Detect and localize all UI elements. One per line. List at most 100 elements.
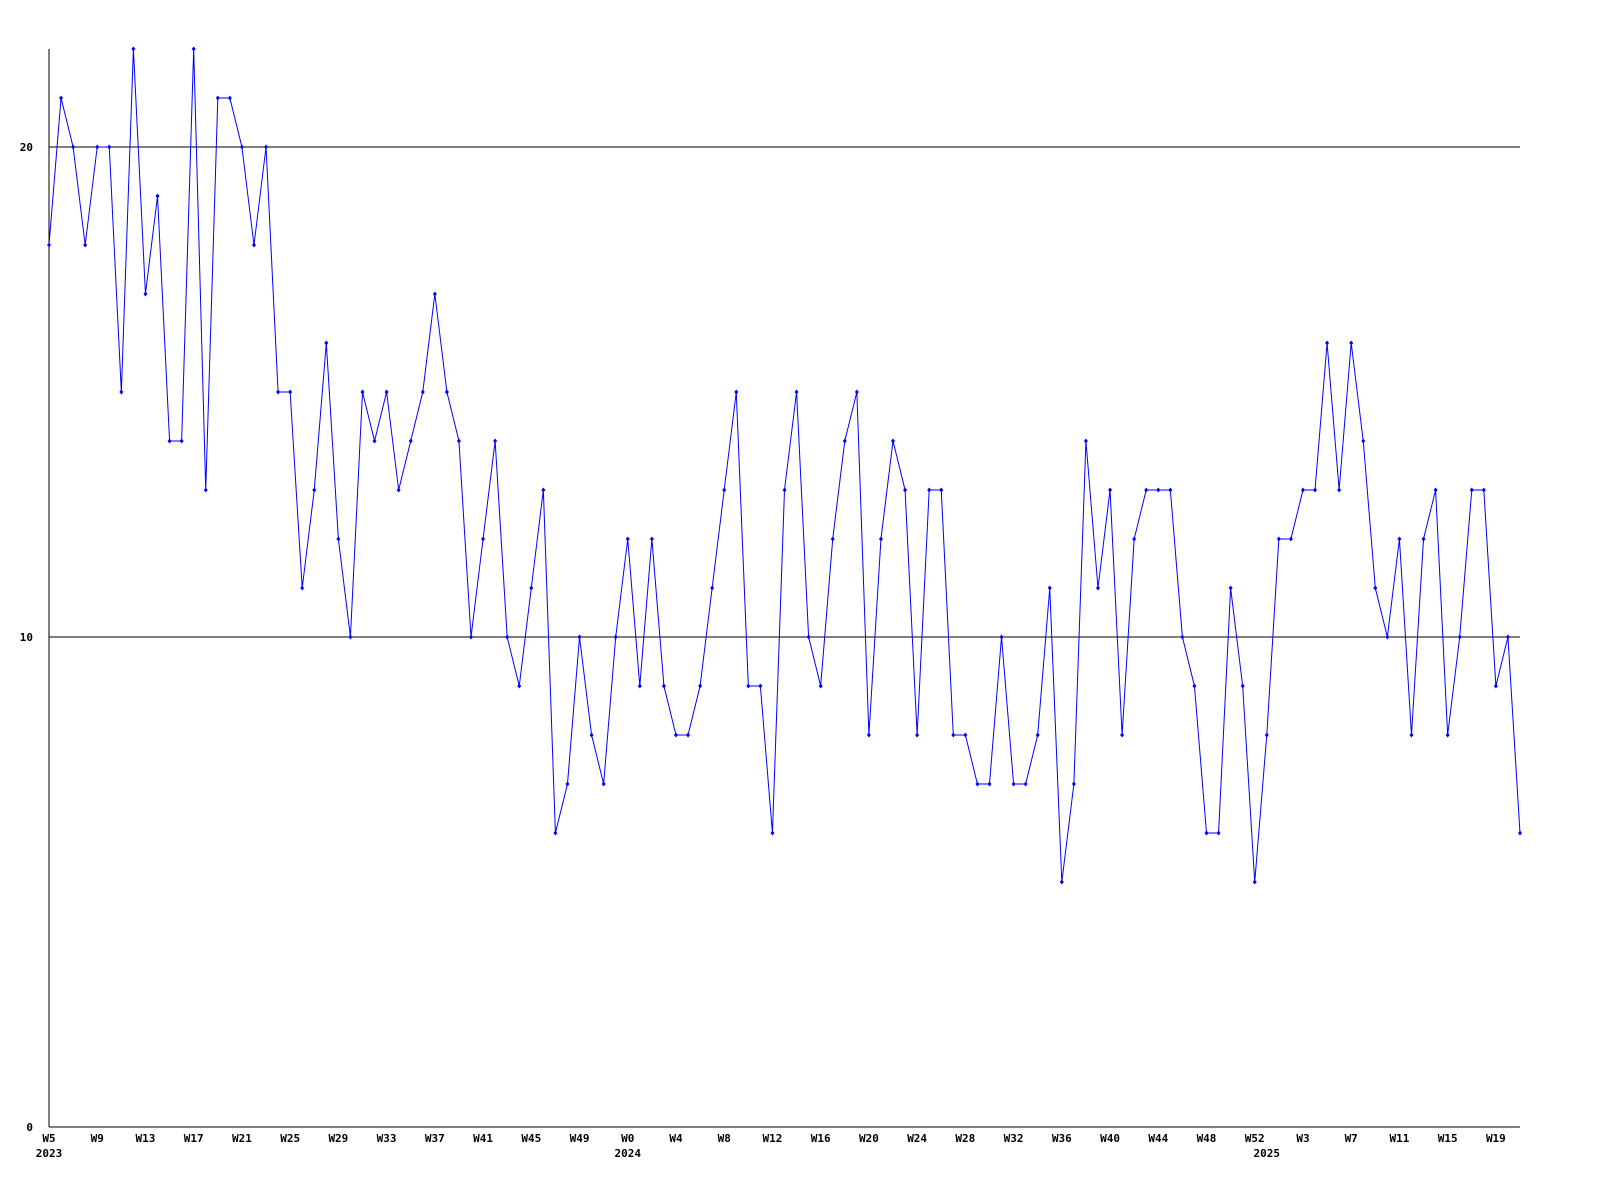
point <box>1325 340 1330 346</box>
x-tick-label: W0 <box>621 1132 634 1145</box>
point <box>758 683 763 689</box>
point <box>239 144 244 150</box>
point <box>1518 830 1522 836</box>
point <box>553 830 558 836</box>
point <box>481 536 486 542</box>
point <box>1264 732 1269 738</box>
point <box>770 830 775 836</box>
point <box>1023 781 1028 787</box>
point <box>1095 585 1100 591</box>
point <box>517 683 522 689</box>
point <box>95 144 100 150</box>
x-tick-label: W33 <box>377 1132 397 1145</box>
point <box>975 781 980 787</box>
point <box>806 634 811 640</box>
x-year-label: 2025 <box>1254 1147 1281 1160</box>
point <box>469 634 474 640</box>
point <box>1228 585 1233 591</box>
point <box>1216 830 1221 836</box>
point <box>1337 487 1342 493</box>
y-tick-label: 20 <box>20 141 33 154</box>
point <box>1288 536 1293 542</box>
point <box>1409 732 1414 738</box>
point <box>1047 585 1052 591</box>
point <box>903 487 908 493</box>
point <box>1373 585 1378 591</box>
point <box>83 242 88 248</box>
point <box>384 389 389 395</box>
x-tick-label: W3 <box>1296 1132 1309 1145</box>
point <box>493 438 498 444</box>
x-tick-label: W45 <box>521 1132 541 1145</box>
x-tick-label: W24 <box>907 1132 927 1145</box>
point <box>1469 487 1474 493</box>
point <box>878 536 883 542</box>
x-tick-label: W28 <box>955 1132 975 1145</box>
x-tick-label: W41 <box>473 1132 493 1145</box>
x-tick-label: W40 <box>1100 1132 1120 1145</box>
point <box>1276 536 1281 542</box>
point <box>649 536 654 542</box>
point <box>1059 879 1064 885</box>
point <box>1397 536 1402 542</box>
point <box>348 634 353 640</box>
x-tick-label: W12 <box>763 1132 783 1145</box>
point <box>710 585 715 591</box>
point <box>1361 438 1366 444</box>
point <box>987 781 992 787</box>
x-tick-label: W16 <box>811 1132 831 1145</box>
point <box>1120 732 1125 738</box>
x-year-label: 2024 <box>615 1147 642 1160</box>
x-tick-label: W15 <box>1438 1132 1458 1145</box>
point <box>1457 634 1462 640</box>
point <box>227 95 232 101</box>
point <box>1011 781 1016 787</box>
point <box>324 340 329 346</box>
x-tick-label: W32 <box>1004 1132 1024 1145</box>
point <box>432 291 437 297</box>
x-tick-label: W7 <box>1345 1132 1358 1145</box>
point <box>854 389 859 395</box>
point <box>143 291 148 297</box>
x-tick-label: W52 <box>1245 1132 1265 1145</box>
point <box>577 634 582 640</box>
point <box>251 242 256 248</box>
point <box>47 242 51 248</box>
line <box>48 48 1521 883</box>
x-tick-label: W11 <box>1389 1132 1409 1145</box>
point <box>601 781 606 787</box>
x-tick-label: W13 <box>136 1132 156 1145</box>
point <box>1192 683 1197 689</box>
x-tick-label: W49 <box>570 1132 590 1145</box>
point <box>396 487 401 493</box>
x-tick-label: W48 <box>1197 1132 1217 1145</box>
point <box>59 95 64 101</box>
point <box>686 732 691 738</box>
point <box>1313 487 1318 493</box>
point <box>131 46 136 52</box>
point <box>529 585 534 591</box>
point <box>1132 536 1137 542</box>
point <box>372 438 377 444</box>
x-tick-label: W5 <box>42 1132 55 1145</box>
point <box>107 144 112 150</box>
point <box>360 389 365 395</box>
x-tick-label: W36 <box>1052 1132 1072 1145</box>
point <box>444 389 449 395</box>
point <box>734 389 739 395</box>
point <box>818 683 823 689</box>
point <box>336 536 341 542</box>
point <box>842 438 847 444</box>
point <box>927 487 932 493</box>
point <box>637 683 642 689</box>
point <box>565 781 570 787</box>
point <box>179 438 184 444</box>
point <box>1505 634 1510 640</box>
point <box>288 389 293 395</box>
point <box>1421 536 1426 542</box>
point <box>891 438 896 444</box>
y-tick-label: 10 <box>20 631 33 644</box>
point <box>1433 487 1438 493</box>
point <box>456 438 461 444</box>
